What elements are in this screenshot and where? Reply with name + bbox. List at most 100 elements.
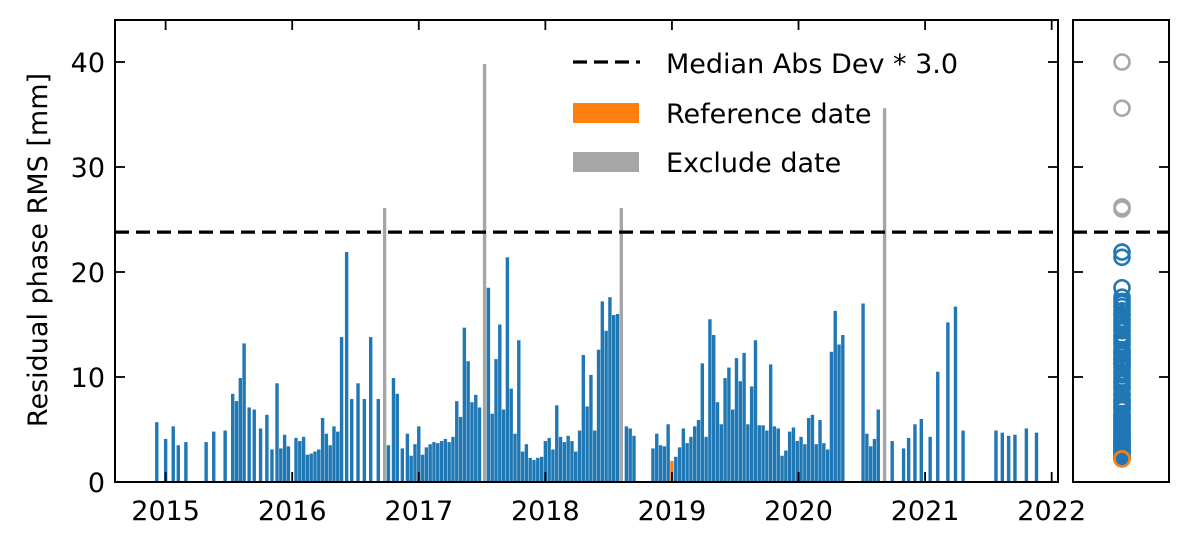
normal-bar: [596, 349, 601, 482]
normal-bar: [436, 443, 440, 482]
normal-bar: [155, 422, 159, 482]
normal-bar: [674, 456, 678, 482]
normal-bar: [872, 438, 877, 482]
side-plot: [1072, 19, 1170, 483]
normal-bar: [685, 443, 689, 482]
normal-bar: [612, 315, 616, 482]
normal-bar: [581, 354, 586, 482]
side-normal-point: [1113, 243, 1131, 261]
normal-bar: [420, 454, 425, 482]
normal-bar: [324, 433, 329, 482]
normal-bar: [906, 437, 911, 482]
normal-bar: [558, 436, 563, 482]
normal-bar: [562, 442, 567, 482]
normal-bar: [305, 454, 310, 482]
y-tick-label: 40: [71, 48, 105, 79]
side-plot-frame: [1072, 19, 1170, 483]
normal-bar: [171, 426, 175, 482]
normal-bar: [749, 386, 754, 482]
legend-reference-swatch: [573, 103, 639, 123]
normal-bar: [386, 445, 391, 482]
normal-bar: [163, 438, 168, 482]
legend-exclude-swatch: [573, 152, 639, 172]
normal-bar: [509, 388, 513, 482]
normal-bar: [439, 441, 444, 482]
normal-bar: [242, 343, 246, 482]
normal-bar: [712, 335, 716, 482]
normal-bar: [555, 405, 559, 482]
normal-bar: [490, 413, 494, 482]
normal-bar: [1000, 432, 1005, 482]
normal-bar: [417, 426, 421, 482]
normal-bar: [593, 430, 597, 482]
normal-bar: [913, 424, 917, 482]
normal-bar: [890, 441, 894, 482]
normal-bar: [494, 359, 498, 482]
exclude-bar: [482, 64, 487, 482]
normal-bar: [536, 457, 540, 482]
normal-bar: [574, 451, 578, 482]
x-tick-label: 2017: [384, 496, 453, 527]
normal-bar: [451, 436, 455, 482]
normal-bar: [742, 352, 746, 482]
normal-bar: [936, 371, 940, 482]
normal-bar: [666, 424, 670, 482]
normal-bar: [953, 306, 958, 482]
y-tick-label: 30: [71, 153, 105, 184]
normal-bar: [1013, 434, 1017, 482]
normal-bar: [566, 435, 570, 482]
normal-bar: [757, 425, 761, 482]
normal-bar: [298, 441, 302, 482]
normal-bar: [803, 444, 807, 482]
normal-bar: [604, 330, 608, 482]
normal-bar: [513, 433, 517, 482]
x-tick-label: 2021: [891, 496, 960, 527]
normal-bar: [719, 424, 724, 482]
normal-bar: [458, 416, 463, 482]
normal-bar: [876, 409, 880, 482]
normal-bar: [806, 417, 811, 482]
normal-bar: [462, 327, 467, 482]
normal-bar: [704, 436, 708, 482]
normal-bar: [814, 444, 818, 482]
normal-bar: [258, 428, 263, 482]
normal-bar: [498, 324, 502, 482]
normal-bar: [655, 433, 659, 482]
normal-bar: [474, 394, 478, 482]
normal-bar: [615, 314, 620, 482]
normal-bar: [600, 301, 605, 482]
legend-exclude-label: Exclude date: [666, 148, 841, 179]
normal-bar: [466, 361, 470, 482]
normal-bar: [861, 303, 865, 482]
normal-bar: [746, 424, 750, 482]
y-tick-label: 20: [71, 258, 105, 289]
normal-bar: [332, 426, 336, 482]
normal-bar: [301, 436, 306, 482]
normal-bar: [681, 428, 686, 482]
normal-bar: [270, 449, 274, 482]
normal-bar: [961, 430, 965, 482]
normal-bar: [520, 451, 525, 482]
normal-bar: [753, 340, 758, 482]
normal-bar: [234, 401, 239, 482]
normal-bar: [765, 430, 769, 482]
normal-bar: [795, 441, 799, 482]
normal-bar: [799, 436, 803, 482]
normal-bar: [517, 340, 521, 482]
normal-bar: [413, 444, 417, 482]
normal-bar: [624, 426, 629, 482]
normal-bar: [841, 335, 845, 482]
y-axis-title: Residual phase RMS [mm]: [23, 73, 54, 427]
side-normal-point: [1113, 379, 1131, 398]
normal-bar: [589, 374, 593, 482]
normal-bar: [791, 427, 796, 482]
exclude-bar: [382, 207, 387, 482]
normal-bar: [317, 449, 321, 482]
normal-bar: [700, 363, 705, 482]
normal-bar: [919, 419, 923, 482]
normal-bar: [391, 378, 396, 482]
x-tick-label: 2022: [1017, 496, 1086, 527]
normal-bar: [313, 451, 317, 482]
side-exclude-point: [1113, 200, 1131, 218]
normal-bar: [822, 443, 826, 482]
